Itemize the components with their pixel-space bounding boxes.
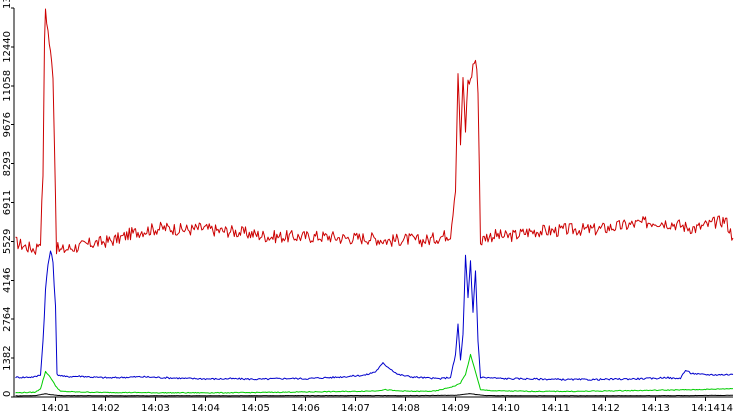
series-layer [15, 8, 734, 397]
series-line-4 [15, 393, 734, 397]
y-tick-label: 13823 [2, 0, 13, 9]
x-axis: 14:01 14:02 14:03 14:04 14:05 14:06 14:07 14:08… [14, 396, 733, 414]
x-tick-label: 14:08 [391, 403, 420, 414]
y-tick-label: 6911 [2, 190, 13, 215]
x-tick-label: 14:05 [241, 403, 270, 414]
series-line-2 [15, 250, 734, 381]
y-tick-label: 2764 [2, 306, 13, 331]
x-tick-label: 14:11 [541, 403, 570, 414]
series-line-3 [15, 353, 734, 394]
x-tick-label: 14:10 [491, 403, 520, 414]
y-tick-label: 1382 [2, 345, 13, 370]
y-tick-label: 9676 [2, 112, 13, 137]
y-tick-label: 5529 [2, 229, 13, 254]
y-tick-label: 0 [2, 391, 13, 397]
x-tick-label: 14:04 [191, 403, 220, 414]
x-tick-label: 14:06 [291, 403, 320, 414]
y-tick-label: 12440 [2, 31, 13, 63]
x-tick-label: 14:09 [441, 403, 470, 414]
x-tick-label: 14:14 [691, 403, 720, 414]
series-line-1 [15, 8, 734, 255]
x-tick-label: 14 [720, 403, 733, 414]
x-tick-label: 14:01 [41, 403, 70, 414]
x-tick-label: 14:13 [641, 403, 670, 414]
y-tick-label: 11058 [2, 70, 13, 102]
x-tick-label: 14:02 [91, 403, 120, 414]
x-tick-label: 14:12 [591, 403, 620, 414]
y-axis: 0 1382 2764 4146 5529 6911 8293 9676 11058 12440 1… [2, 0, 15, 398]
y-tick-label: 8293 [2, 151, 13, 176]
x-tick-label: 14:07 [341, 403, 370, 414]
x-tick-label: 14:03 [141, 403, 170, 414]
y-tick-label: 4146 [2, 268, 13, 293]
